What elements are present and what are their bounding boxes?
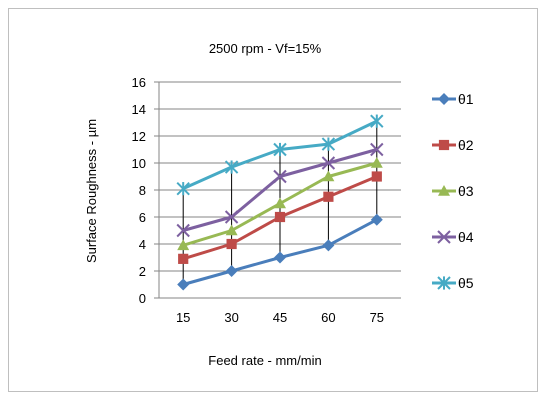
- star-marker: [321, 137, 336, 151]
- star-marker: [437, 276, 451, 290]
- square-marker: [274, 211, 286, 223]
- legend-item-5: θ5: [432, 275, 474, 291]
- series-2: [178, 171, 382, 264]
- y-tick-label: 16: [132, 75, 146, 90]
- diamond-marker: [225, 265, 238, 277]
- star-marker: [176, 181, 190, 196]
- legend: θ1 θ2 θ3 θ4 θ5: [432, 91, 474, 291]
- y-tick-label: 10: [132, 156, 146, 171]
- square-marker: [438, 139, 450, 151]
- y-tick-label: 12: [132, 129, 146, 144]
- legend-item-3: θ3: [432, 183, 474, 199]
- legend-item-4: θ4: [432, 229, 474, 245]
- legend-label: θ2: [458, 137, 474, 153]
- x-tick-label: 60: [321, 310, 335, 325]
- x-tick-label: 75: [370, 310, 384, 325]
- x-axis-label: Feed rate - mm/min: [208, 353, 321, 368]
- triangle-marker: [225, 224, 238, 236]
- y-tick-label: 6: [139, 210, 146, 225]
- star-marker: [273, 142, 287, 157]
- legend-label: θ1: [458, 91, 474, 107]
- y-tick-label: 4: [139, 237, 146, 252]
- star-marker: [224, 160, 239, 174]
- series-5: [176, 114, 384, 196]
- chart-title: 2500 rpm - Vf=15%: [209, 41, 322, 56]
- y-tick-label: 0: [139, 291, 146, 306]
- diamond-marker: [370, 213, 383, 226]
- diamond-marker: [438, 93, 450, 105]
- square-marker: [371, 171, 382, 182]
- square-marker: [323, 191, 334, 202]
- x-marker: [437, 230, 451, 244]
- legend-label: θ5: [458, 275, 474, 291]
- chart-frame: 2500 rpm - Vf=15% Feed rate - mm/min Sur…: [8, 8, 538, 392]
- x-marker: [224, 210, 239, 224]
- diamond-marker: [322, 239, 335, 252]
- axes: 0 2 4 6 8 10 12 14 16 15 30 45 60 75: [132, 75, 401, 325]
- x-tick-label: 15: [176, 310, 190, 325]
- diamond-marker: [177, 278, 190, 291]
- legend-label: θ4: [458, 229, 474, 245]
- x-marker: [273, 169, 287, 184]
- series-layer: [176, 114, 384, 291]
- legend-item-2: θ2: [432, 137, 474, 153]
- series-3: [177, 157, 383, 251]
- square-marker: [226, 238, 237, 250]
- y-tick-label: 14: [132, 102, 146, 117]
- x-marker: [321, 156, 336, 170]
- triangle-marker: [274, 197, 286, 209]
- y-tick-label: 8: [139, 183, 146, 198]
- legend-label: θ3: [458, 183, 474, 199]
- series-1: [177, 213, 383, 291]
- triangle-marker: [438, 185, 450, 196]
- series-4: [176, 142, 384, 238]
- x-marker: [176, 223, 190, 238]
- diamond-marker: [274, 251, 286, 264]
- y-axis-label: Surface Roughness - µm: [84, 119, 99, 263]
- square-marker: [178, 253, 189, 264]
- star-marker: [370, 114, 384, 128]
- triangle-marker: [177, 239, 190, 251]
- y-tick-label: 2: [139, 264, 146, 279]
- x-marker: [370, 142, 384, 157]
- triangle-marker: [370, 157, 383, 168]
- legend-item-1: θ1: [432, 91, 474, 107]
- x-tick-label: 30: [224, 310, 238, 325]
- triangle-marker: [322, 170, 335, 182]
- line-chart: 2500 rpm - Vf=15% Feed rate - mm/min Sur…: [84, 41, 474, 368]
- x-tick-label: 45: [273, 310, 287, 325]
